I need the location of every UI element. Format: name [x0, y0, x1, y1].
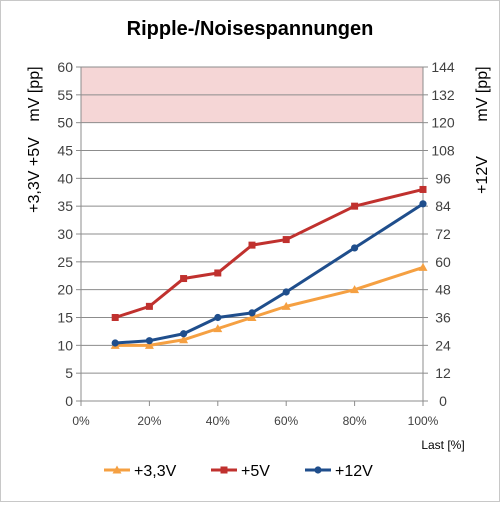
- x-tick-label: 60%: [274, 414, 298, 428]
- data-point: [350, 285, 360, 294]
- x-tick-label: 40%: [206, 414, 230, 428]
- series-33V: [110, 262, 428, 349]
- y2-tick-label: 36: [435, 310, 451, 326]
- y2-tick-label: 84: [435, 198, 451, 214]
- legend-label: +3,3V: [134, 463, 177, 480]
- series-line: [115, 202, 424, 345]
- y-tick-label: 60: [57, 59, 73, 75]
- x-tick-label: 80%: [343, 414, 367, 428]
- y2-tick-label: 72: [435, 226, 451, 242]
- x-tick-label: 20%: [137, 414, 161, 428]
- y2-tick-label: 24: [435, 337, 451, 353]
- data-point: [419, 185, 427, 193]
- y2-axis-title-bottom: +12V: [474, 156, 491, 194]
- data-point: [179, 335, 189, 344]
- y-tick-label: 15: [57, 310, 73, 326]
- y-tick-label: 20: [57, 282, 73, 298]
- y-tick-label: 5: [65, 365, 73, 381]
- data-point: [282, 288, 290, 296]
- y2-tick-label: 96: [435, 170, 451, 186]
- y-tick-label: 25: [57, 254, 73, 270]
- y-tick-label: 40: [57, 170, 73, 186]
- data-point: [248, 309, 256, 317]
- y-tick-label: 55: [57, 87, 73, 103]
- y2-tick-label: 0: [439, 393, 447, 409]
- data-point: [419, 200, 427, 208]
- y2-tick-label: 12: [435, 365, 451, 381]
- data-point: [351, 244, 359, 252]
- legend-item: +12V: [305, 463, 373, 480]
- y-tick-label: 10: [57, 337, 73, 353]
- y-tick-label: 0: [65, 393, 73, 409]
- y2-tick-label: 120: [431, 115, 455, 131]
- data-point: [180, 275, 188, 283]
- data-point: [111, 314, 119, 321]
- data-point: [213, 324, 223, 333]
- data-point: [248, 241, 256, 249]
- data-point: [145, 302, 153, 310]
- data-point: [112, 465, 122, 474]
- x-axis-title: Last [%]: [421, 438, 464, 452]
- legend-label: +12V: [335, 463, 373, 480]
- data-point: [214, 313, 222, 322]
- y2-tick-label: 48: [435, 282, 451, 298]
- series-line: [114, 188, 424, 319]
- y-tick-label: 35: [57, 198, 73, 214]
- y2-tick-label: 108: [431, 143, 455, 159]
- data-point: [214, 269, 222, 277]
- y-axis-title-bottom: +3,3V +5V: [26, 137, 43, 213]
- data-point: [282, 236, 290, 244]
- series-5V: [111, 185, 427, 321]
- data-point: [247, 313, 257, 321]
- x-tick-label: 100%: [408, 414, 439, 428]
- x-tick-label: 0%: [72, 414, 90, 428]
- data-point: [144, 340, 154, 349]
- series-12V: [111, 200, 427, 347]
- legend-item: +5V: [211, 463, 270, 480]
- y-tick-label: 50: [57, 115, 73, 131]
- data-point: [145, 337, 153, 345]
- y2-tick-label: 60: [435, 254, 451, 270]
- y2-tick-label: 132: [431, 87, 455, 103]
- chart-title: Ripple-/Noisespannungen: [127, 18, 374, 40]
- data-point: [314, 466, 322, 474]
- data-point: [220, 466, 228, 474]
- series-line: [115, 265, 424, 347]
- y-axis-title-top: mV [pp]: [26, 66, 43, 121]
- legend-label: +5V: [241, 463, 270, 480]
- y-tick-label: 45: [57, 143, 73, 159]
- y-tick-label: 30: [57, 226, 73, 242]
- data-point: [281, 301, 291, 310]
- data-point: [351, 202, 359, 210]
- data-point: [111, 339, 119, 347]
- y2-axis-title-top: mV [pp]: [474, 66, 491, 121]
- legend-item: +3,3V: [104, 463, 177, 480]
- data-point: [418, 262, 428, 271]
- y2-tick-label: 144: [431, 59, 455, 75]
- data-point: [180, 330, 188, 338]
